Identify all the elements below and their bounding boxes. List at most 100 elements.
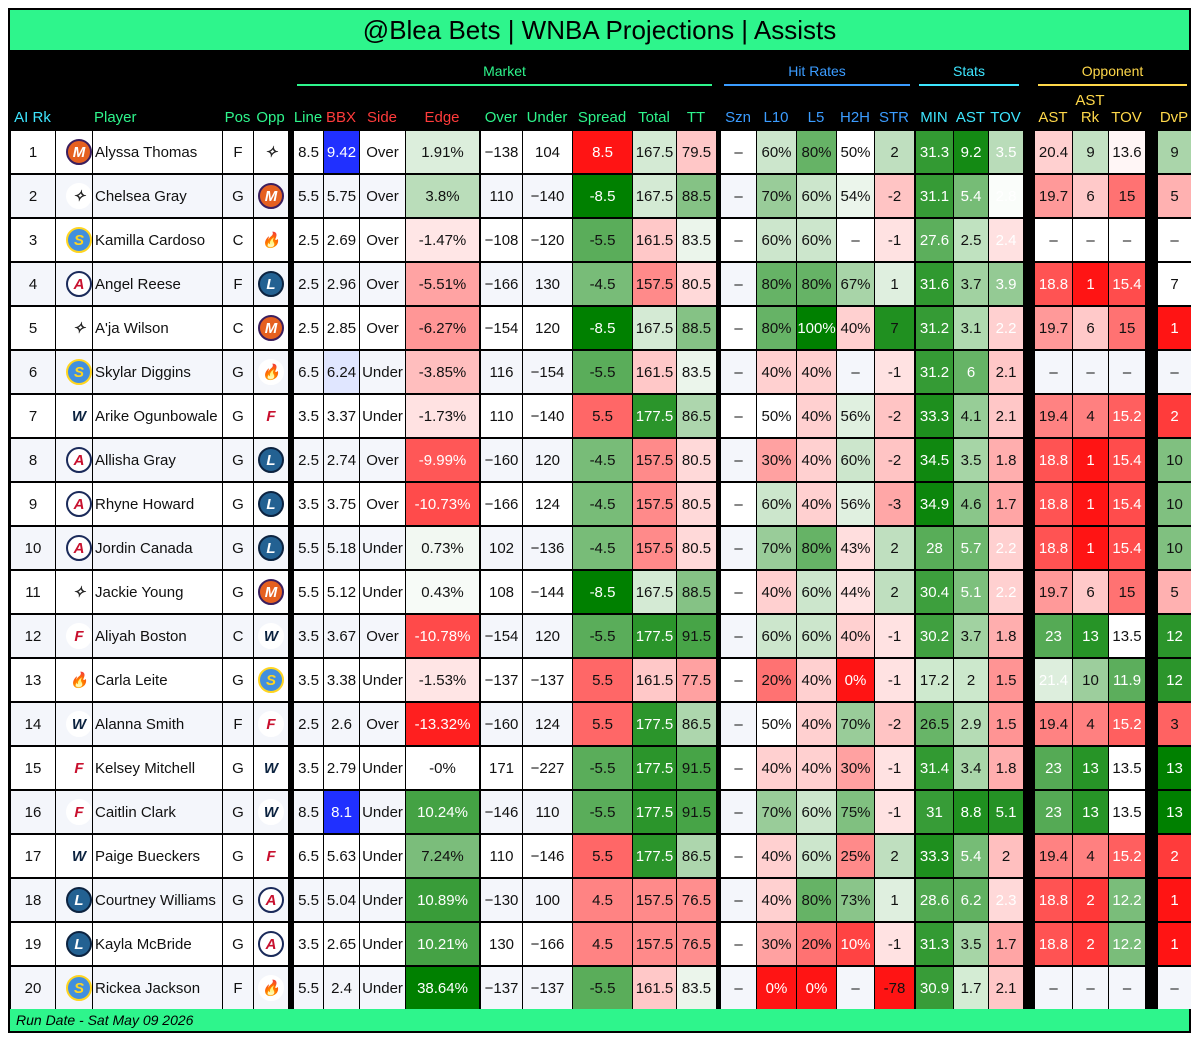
cell-oast: 21.4	[1035, 659, 1072, 701]
cell-spread: -5.5	[573, 967, 632, 1009]
cell-total: 167.5	[633, 175, 676, 217]
cell-otov: 13.5	[1109, 747, 1145, 789]
table-row[interactable]: 8 Allisha Gray G L 2.5 2.74 Over -9.99% −160 120-…	[10, 438, 1191, 482]
cell-side: Over	[360, 263, 405, 305]
cell-szn: –	[721, 263, 756, 305]
cell-opp: L	[254, 527, 288, 569]
header-spread[interactable]: Spread	[577, 109, 627, 126]
cell-tov: 2.1	[989, 967, 1023, 1009]
table-row[interactable]: 6 Skylar Diggins G 🔥 6.5 6.24 Under -3.85% 116 −1…	[10, 350, 1191, 394]
cell-ast: 5.4	[954, 835, 988, 877]
table-row[interactable]: 10 Jordin Canada G L 5.5 5.18 Under 0.73% 102 −13…	[10, 526, 1191, 570]
table-row[interactable]: 11 Jackie Young G M 5.5 5.12 Under 0.43% 108 −144…	[10, 570, 1191, 614]
cell-tov: 3.9	[989, 263, 1023, 305]
header-rk[interactable]: AI Rk	[14, 109, 51, 126]
table-row[interactable]: 7 Arike Ogunbowale G F 3.5 3.37 Under -1.73% 110…	[10, 394, 1191, 438]
header-edge[interactable]: Edge	[424, 109, 460, 126]
table-row[interactable]: 2 Chelsea Gray G M 5.5 5.75 Over 3.8% 110 −140 -8.…	[10, 174, 1191, 218]
table-row[interactable]: 14 Alanna Smith F F 2.5 2.6 Over -13.32% −160 124…	[10, 702, 1191, 746]
header-min[interactable]: MIN	[920, 109, 948, 126]
table-row[interactable]: 9 Rhyne Howard G L 3.5 3.75 Over -10.73% −166 124…	[10, 482, 1191, 526]
cell-astrk: –	[1073, 219, 1108, 261]
header-tt[interactable]: TT	[686, 109, 706, 126]
header-under[interactable]: Under	[526, 109, 568, 126]
cell-line: 3.5	[294, 395, 323, 437]
header-total[interactable]: Total	[638, 109, 670, 126]
cell-tt: 91.5	[677, 747, 716, 789]
table-row[interactable]: 4 Angel Reese F L 2.5 2.96 Over -5.51% −166 130 -4…	[10, 262, 1191, 306]
header-pos[interactable]: Pos	[224, 109, 251, 126]
header-otov[interactable]: TOV	[1111, 109, 1142, 126]
header-dvp[interactable]: DvP	[1159, 109, 1189, 126]
cell-pos: G	[223, 175, 253, 217]
table-row[interactable]: 15 Kelsey Mitchell G W 3.5 2.79 Under -0% 171 −22…	[10, 746, 1191, 790]
header-side[interactable]: Side	[366, 109, 398, 126]
cell-l5: 40%	[797, 483, 836, 525]
table-row[interactable]: 17 Paige Bueckers G F 6.5 5.63 Under 7.24% 110 −1…	[10, 834, 1191, 878]
cell-line: 5.5	[294, 967, 323, 1009]
cell-spread: -5.5	[573, 615, 632, 657]
cell-opp: ✧	[254, 131, 288, 173]
cell-bbx: 3.37	[324, 395, 359, 437]
cell-oast: 18.8	[1035, 263, 1072, 305]
table-row[interactable]: 13 Carla Leite G S 3.5 3.38 Under -1.53% −137 −13…	[10, 658, 1191, 702]
cell-over: −130	[481, 879, 522, 921]
cell-over: 110	[481, 175, 522, 217]
table-row[interactable]: 18 Courtney Williams G A 5.5 5.04 Under 10.89% −…	[10, 878, 1191, 922]
header-ast[interactable]: AST	[955, 109, 986, 126]
cell-total: 167.5	[633, 131, 676, 173]
cell-l5: 80%	[797, 527, 836, 569]
header-astrk[interactable]: AST Rk	[1075, 92, 1105, 126]
header-szn[interactable]: Szn	[725, 109, 751, 126]
header-line[interactable]: Line	[293, 109, 323, 126]
cell-pos: F	[223, 703, 253, 745]
header-tov[interactable]: TOV	[990, 109, 1021, 126]
dallas-wings-logo-icon: W	[66, 843, 92, 869]
header-over[interactable]: Over	[484, 109, 518, 126]
cell-opp: L	[254, 483, 288, 525]
table-row[interactable]: 1 Alyssa Thomas F ✧ 8.5 9.42 Over 1.91% −138 104 8…	[10, 130, 1191, 174]
header-h2h[interactable]: H2H	[839, 109, 870, 126]
cell-min: 30.9	[916, 967, 953, 1009]
header-player[interactable]: Player	[94, 109, 137, 126]
cell-astrk: 6	[1073, 571, 1108, 613]
table-row[interactable]: 5 A'ja Wilson C M 2.5 2.85 Over -6.27% −154 120 -8…	[10, 306, 1191, 350]
cell-pos: G	[223, 483, 253, 525]
table-row[interactable]: 20 Rickea Jackson F 🔥 5.5 2.4 Under 38.64% −137−…	[10, 966, 1191, 1010]
cell-szn: –	[721, 175, 756, 217]
cell-oast: 19.7	[1035, 307, 1072, 349]
header-oast[interactable]: AST	[1038, 109, 1068, 126]
cell-side: Over	[360, 439, 405, 481]
cell-edge: 38.64%	[406, 967, 479, 1009]
cell-szn: –	[721, 219, 756, 261]
cell-otov: –	[1109, 351, 1145, 393]
cell-line: 3.5	[294, 483, 323, 525]
cell-tt: 79.5	[677, 131, 716, 173]
table-row[interactable]: 3 Kamilla Cardoso C 🔥 2.5 2.69 Over -1.47% −108−…	[10, 218, 1191, 262]
cell-h2h: 75%	[837, 791, 874, 833]
table-row[interactable]: 12 Aliyah Boston C W 3.5 3.67 Over -10.78% −154 1…	[10, 614, 1191, 658]
header-l10[interactable]: L10	[763, 109, 789, 126]
cell-min: 31.1	[916, 175, 953, 217]
cell-total: 157.5	[633, 439, 676, 481]
group-underline	[724, 84, 910, 86]
cell-side: Under	[360, 967, 405, 1009]
header-opp[interactable]: Opp	[256, 109, 285, 126]
header-l5[interactable]: L5	[807, 109, 825, 126]
cell-oast: 18.8	[1035, 879, 1072, 921]
cell-player: Aliyah Boston	[93, 615, 222, 657]
cell-tt: 91.5	[677, 615, 716, 657]
cell-opp: W	[254, 791, 288, 833]
cell-str: -1	[875, 615, 914, 657]
table-row[interactable]: 16 Caitlin Clark G W 8.5 8.1 Under 10.24% −146 11…	[10, 790, 1191, 834]
header-str[interactable]: STR	[879, 109, 909, 126]
cell-opp: M	[254, 175, 288, 217]
table-row[interactable]: 19 Kayla McBride G A 3.5 2.65 Under 10.21% 130 −1…	[10, 922, 1191, 966]
cell-side: Under	[360, 659, 405, 701]
dallas-wings-logo-icon: W	[258, 623, 284, 649]
cell-pos: G	[223, 923, 253, 965]
cell-side: Over	[360, 175, 405, 217]
header-bbx[interactable]: BBX	[325, 109, 356, 126]
cell-over: 130	[481, 923, 522, 965]
cell-bbx: 2.79	[324, 747, 359, 789]
